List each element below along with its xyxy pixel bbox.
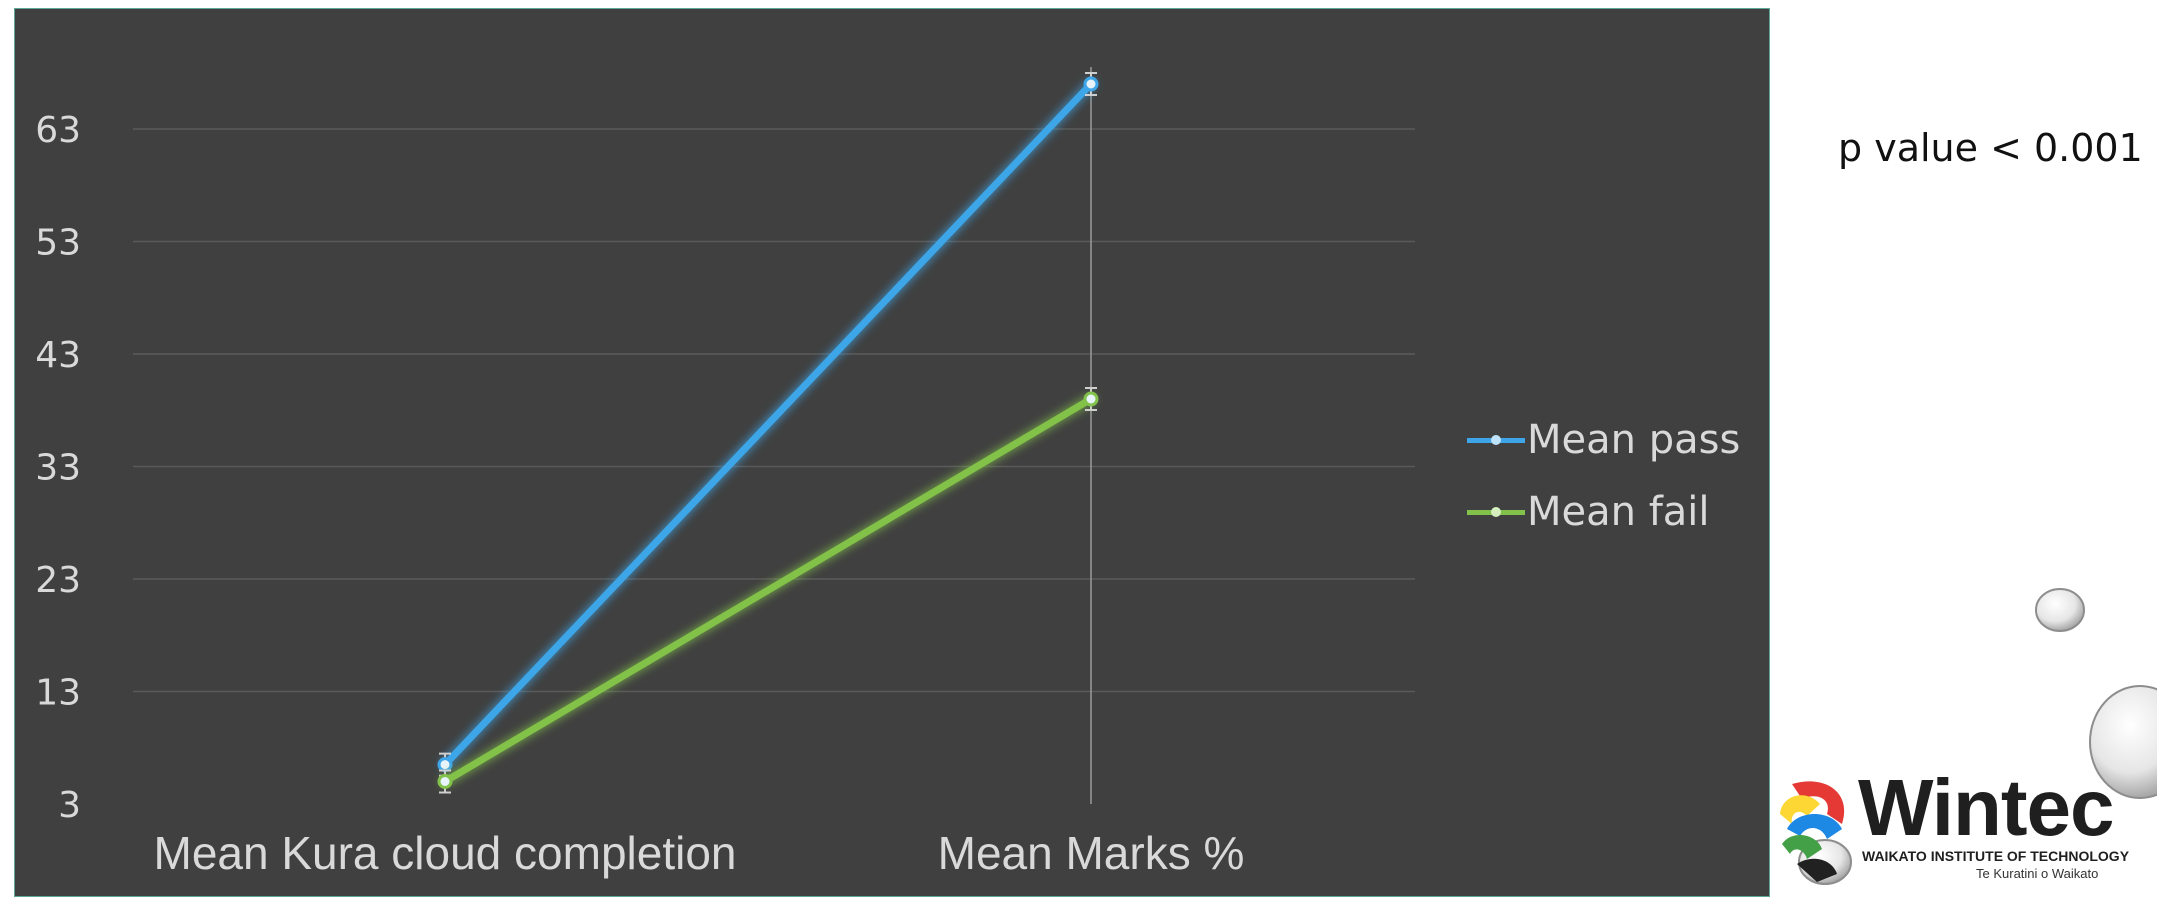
data-point <box>1083 76 1099 92</box>
data-point <box>1083 391 1099 407</box>
logo-tagline: Te Kuratini o Waikato <box>1976 866 2099 881</box>
data-point <box>437 774 453 789</box>
y-tick-label: 33 <box>35 448 81 489</box>
logo-wordmark: Wintec <box>1858 763 2115 852</box>
legend-label-fail: Mean fail <box>1527 489 1710 535</box>
legend-label-pass: Mean pass <box>1527 417 1741 463</box>
large-drop-icon <box>2089 685 2157 799</box>
legend-item-fail: Mean fail <box>1467 476 1740 548</box>
wintec-emblem-icon <box>1780 781 1845 882</box>
y-tick-label: 13 <box>35 673 81 714</box>
chart-legend: Mean pass Mean fail <box>1467 404 1740 548</box>
line-chart: 3 13 23 33 43 53 63 Mean Kura cloud completion… <box>35 67 1415 879</box>
y-tick-label: 3 <box>58 785 81 826</box>
p-value-annotation: p value < 0.001 <box>1838 126 2143 170</box>
legend-swatch-fail <box>1467 507 1525 517</box>
small-drop-icon <box>2035 588 2085 632</box>
legend-swatch-pass <box>1467 435 1525 445</box>
series-line <box>441 80 1095 769</box>
legend-item-pass: Mean pass <box>1467 404 1740 476</box>
x-category-label: Mean Kura cloud completion <box>154 827 737 879</box>
y-tick-label: 23 <box>35 560 81 601</box>
wintec-logo: Wintec WAIKATO INSTITUTE OF TECHNOLOGY T… <box>1772 763 2157 897</box>
logo-subtitle: WAIKATO INSTITUTE OF TECHNOLOGY <box>1862 848 2130 864</box>
y-tick-label: 53 <box>35 223 81 264</box>
series-line <box>441 395 1095 785</box>
chart-panel: 3 13 23 33 43 53 63 Mean Kura cloud completion… <box>14 8 1770 897</box>
x-category-label: Mean Marks % <box>938 827 1245 879</box>
y-tick-label: 63 <box>35 110 81 151</box>
y-tick-label: 43 <box>35 335 81 376</box>
